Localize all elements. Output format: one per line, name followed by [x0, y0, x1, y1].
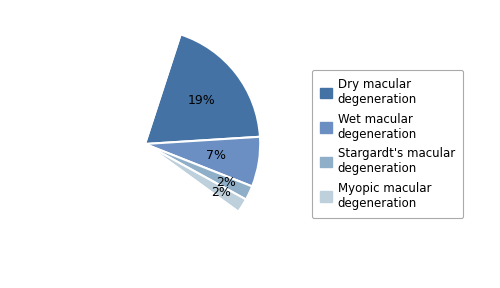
- Text: 7%: 7%: [206, 149, 226, 162]
- Wedge shape: [145, 35, 260, 144]
- Text: 2%: 2%: [216, 176, 236, 189]
- Text: 19%: 19%: [188, 94, 216, 107]
- Wedge shape: [145, 137, 260, 186]
- Wedge shape: [145, 144, 252, 200]
- Wedge shape: [30, 29, 238, 259]
- Wedge shape: [145, 144, 246, 212]
- Legend: Dry macular
degeneration, Wet macular
degeneration, Stargardt's macular
degenera: Dry macular degeneration, Wet macular de…: [312, 70, 463, 218]
- Text: 2%: 2%: [211, 186, 231, 199]
